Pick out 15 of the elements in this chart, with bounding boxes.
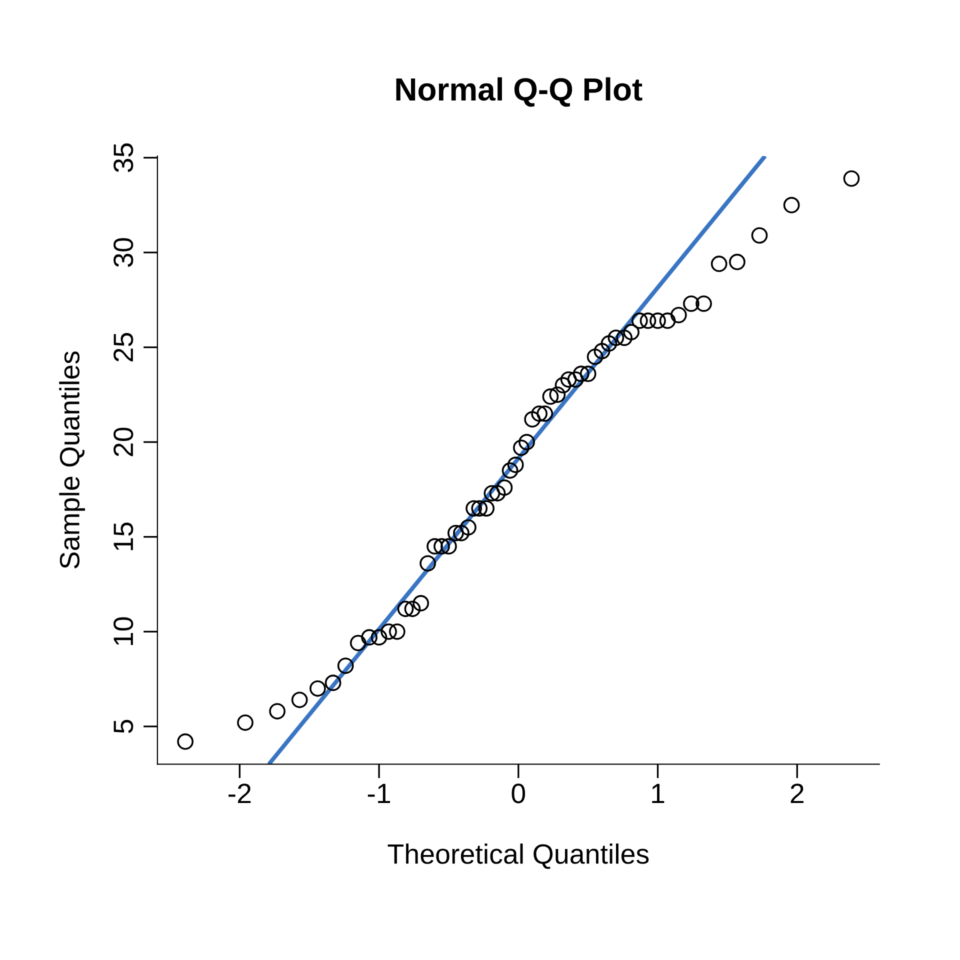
x-tick-label: -2 [228,784,251,804]
x-axis-title: Theoretical Quantiles [388,844,649,869]
y-tick-label: 25 [114,332,134,362]
x-tick-label: 2 [790,784,804,804]
y-tick-label: 20 [114,428,134,456]
y-axis-title: Sample Quantiles [59,351,86,568]
y-tick-label: 10 [114,617,134,645]
y-tick-label: 15 [114,522,134,550]
y-tick-label: 30 [114,238,134,267]
chart-title: Normal Q-Q Plot [396,77,642,107]
x-tick-label: 0 [512,784,526,804]
y-tick-label: 5 [114,720,134,734]
x-tick-label: 1 [652,784,664,804]
y-tick-label: 35 [114,143,134,172]
x-tick-label: -1 [368,784,390,804]
